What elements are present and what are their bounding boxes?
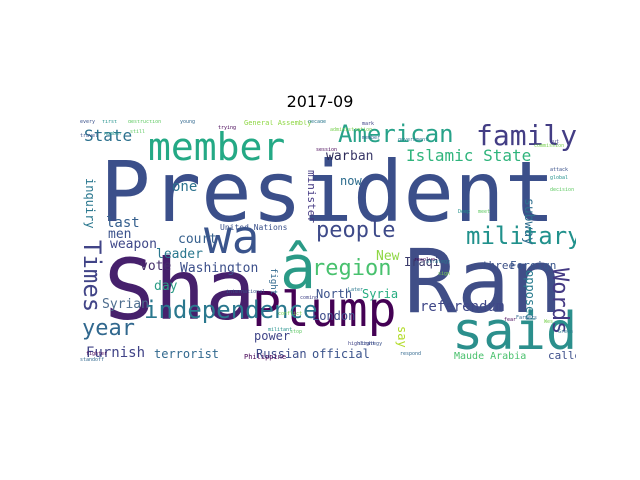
cloud-word: year [82, 316, 135, 341]
cloud-word: Times [80, 240, 106, 313]
cloud-word: Syria [362, 287, 399, 301]
cloud-word-small: militant [268, 327, 293, 333]
cloud-word-small: every [80, 120, 96, 125]
cloud-word-small: young [180, 120, 196, 125]
cloud-word: opposed [523, 270, 537, 321]
cloud-word-small: first [102, 120, 118, 125]
cloud-word: war [326, 149, 350, 164]
cloud-word: day [154, 279, 178, 294]
cloud-word: Syrian [102, 297, 149, 312]
cloud-word-small: cut [550, 139, 560, 145]
cloud-word-small: decision [550, 187, 575, 193]
cloud-word: State [84, 126, 133, 145]
cloud-word: New [376, 249, 400, 264]
cloud-word: inquiry [83, 178, 97, 229]
cloud-word: General Assembly [244, 120, 312, 127]
cloud-word: North [316, 287, 353, 301]
cloud-word-small: global [550, 175, 569, 181]
cloud-word: three [482, 259, 516, 272]
cloud-word-small: number [104, 131, 123, 137]
cloud-word-small: attack [550, 167, 569, 173]
cloud-word-small: decade [308, 120, 327, 125]
cloud-word-small: standoff [80, 357, 105, 363]
cloud-word: independence [144, 296, 318, 324]
cloud-word: leader [156, 247, 203, 262]
cloud-word: Plump [252, 282, 397, 338]
cloud-word: power [254, 329, 291, 343]
cloud-word-small: coming [300, 295, 319, 301]
cloud-word-small: sign [438, 271, 451, 277]
cloud-word: Furnish [86, 345, 146, 361]
cloud-word: region [312, 256, 392, 281]
cloud-word: President [100, 143, 556, 241]
cloud-word: Islamic State [406, 146, 532, 165]
cloud-word: United Nations [220, 223, 288, 232]
cloud-word-small: mark [362, 121, 375, 127]
cloud-word-small: strategy [358, 341, 383, 347]
cloud-word-small: government [398, 137, 429, 143]
cloud-word: vote [140, 259, 172, 274]
cloud-word-small: member [362, 135, 381, 141]
cloud-word-small: session [316, 147, 338, 153]
cloud-word-small: fighter [86, 351, 108, 357]
cloud-word-small: Later [348, 287, 364, 293]
cloud-word-small: international [226, 289, 266, 295]
cloud-word: court [178, 232, 218, 247]
cloud-word-small: fear [504, 317, 517, 323]
word-cloud: President Sha Ran Plump wa â said member indepen… [80, 120, 576, 368]
cloud-word: Washington [180, 261, 259, 276]
cloud-word: say [395, 326, 409, 348]
cloud-word-small: destruction [128, 120, 162, 125]
cloud-word: one [172, 179, 198, 195]
cloud-word: said [452, 302, 576, 362]
cloud-word: Iraqi [404, 255, 441, 269]
chart-title: 2017-09 [286, 92, 354, 111]
cloud-word-small: conflict [278, 311, 303, 317]
cloud-word: terrorist [154, 347, 220, 361]
cloud-word: minister [305, 170, 318, 223]
cloud-word: official [312, 347, 370, 361]
cloud-word: London [312, 309, 356, 323]
cloud-word-small: Wes [544, 319, 554, 325]
cloud-word: wa [204, 210, 260, 264]
cloud-word-small: Farmers [516, 315, 538, 321]
cloud-word: Russian [256, 347, 307, 361]
cloud-word-small: still [130, 129, 146, 135]
cloud-word: American [338, 120, 454, 148]
cloud-word: subway [521, 198, 536, 245]
cloud-word: last [106, 215, 140, 231]
cloud-word-small: Strategy [426, 259, 451, 265]
cloud-word: called [548, 349, 576, 362]
cloud-word: Ran [404, 230, 563, 333]
cloud-word: member [148, 125, 286, 169]
cloud-word-small: Deep [458, 209, 471, 215]
cloud-word: Sha [104, 241, 256, 339]
cloud-word-small: administration [330, 127, 373, 133]
cloud-word: Words [547, 268, 572, 335]
cloud-word: men [108, 227, 132, 242]
cloud-word-small: commission [534, 143, 565, 149]
cloud-word: family [476, 120, 576, 152]
cloud-word-small: trying [218, 125, 237, 131]
cloud-word: Foreign [510, 259, 557, 272]
cloud-word: weapon [110, 237, 157, 252]
cloud-word-small: respond [400, 351, 422, 357]
cloud-word: military [466, 222, 576, 250]
cloud-word-small: Green [558, 329, 574, 335]
cloud-word: Philippine [244, 353, 287, 361]
cloud-word-small: meet [478, 209, 491, 215]
cloud-word-small: highlight [348, 341, 376, 347]
cloud-word-small: stop [290, 329, 303, 335]
cloud-word: referendum [420, 299, 505, 315]
cloud-word-small: travel [80, 133, 99, 139]
cloud-word: now [340, 174, 362, 188]
cloud-word: Maude Arabia [454, 351, 527, 362]
cloud-word: fight [268, 268, 278, 296]
cloud-word: â [280, 233, 317, 303]
cloud-word: ban [350, 149, 374, 164]
cloud-word-small: resolve [414, 257, 436, 263]
cloud-word: people [316, 218, 396, 243]
